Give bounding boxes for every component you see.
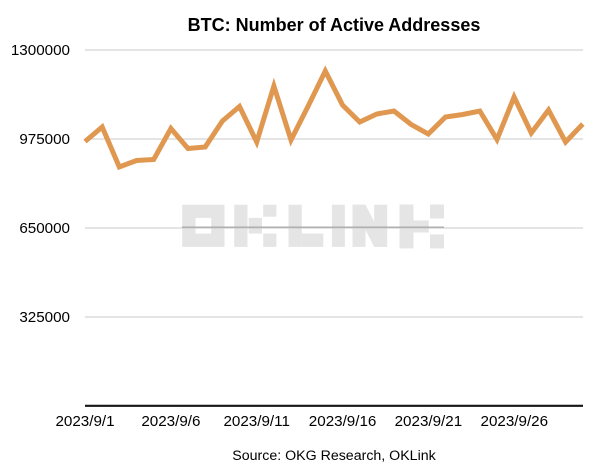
svg-text:650000: 650000 bbox=[19, 220, 70, 237]
svg-text:2023/9/11: 2023/9/11 bbox=[223, 413, 289, 430]
svg-text:2023/9/21: 2023/9/21 bbox=[395, 413, 463, 430]
svg-text:BTC: Number of Active Addresse: BTC: Number of Active Addresses bbox=[188, 15, 481, 35]
svg-text:2023/9/16: 2023/9/16 bbox=[309, 413, 377, 430]
svg-text:1300000: 1300000 bbox=[11, 42, 70, 59]
svg-text:2023/9/6: 2023/9/6 bbox=[141, 413, 200, 430]
svg-text:2023/9/1: 2023/9/1 bbox=[55, 413, 114, 430]
svg-text:325000: 325000 bbox=[19, 309, 70, 326]
svg-text:2023/9/26: 2023/9/26 bbox=[481, 413, 549, 430]
svg-text:Source: OKG Research, OKLink: Source: OKG Research, OKLink bbox=[232, 448, 436, 464]
svg-text:975000: 975000 bbox=[19, 131, 70, 148]
